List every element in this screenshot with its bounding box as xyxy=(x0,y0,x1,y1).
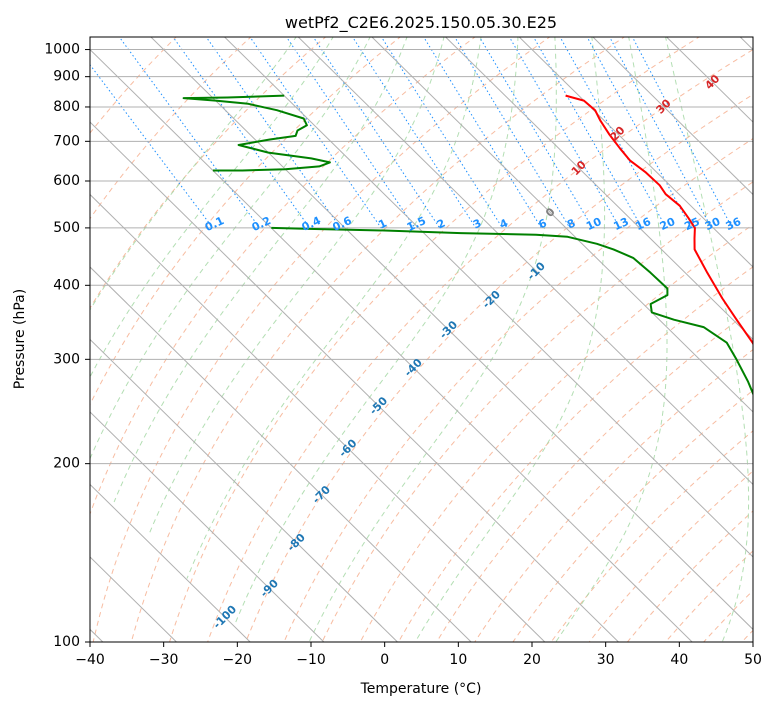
dry-adiabat-line xyxy=(397,266,753,642)
dewpoint-profile-line xyxy=(182,94,331,172)
mixing-ratio-label: 25 xyxy=(682,215,701,233)
y-tick-label: 100 xyxy=(53,634,80,650)
mixing-ratio-label: 10 xyxy=(584,215,604,233)
moist-adiabat-line xyxy=(555,37,668,642)
mixing-ratio-line xyxy=(172,37,311,229)
mixing-ratio-line xyxy=(609,37,712,229)
x-tick-label: −30 xyxy=(149,652,179,668)
isotherm-gridline xyxy=(90,266,472,642)
mixing-ratio-label: 20 xyxy=(658,215,678,233)
mixing-ratio-line xyxy=(249,37,382,229)
x-tick-label: 30 xyxy=(597,652,615,668)
moist-adiabat-line xyxy=(414,37,606,642)
x-tick-label: 40 xyxy=(670,652,688,668)
mixing-ratio-line xyxy=(205,37,341,229)
x-tick-label: −20 xyxy=(223,652,253,668)
x-tick-label: 50 xyxy=(744,652,762,668)
temperature-profile-line xyxy=(565,94,753,346)
dry-adiabat-line xyxy=(245,93,753,642)
dry-adiabat-line xyxy=(92,37,551,642)
isotherm-gridline xyxy=(90,193,546,642)
isotherm-gridline xyxy=(518,37,753,268)
isotherm-gridline xyxy=(90,411,325,642)
mixing-ratio-label: 36 xyxy=(724,215,744,233)
x-tick-label: −40 xyxy=(75,652,105,668)
dry-adiabat-line xyxy=(359,224,753,642)
mixing-ratio-line xyxy=(478,37,593,229)
isotherm-gridline xyxy=(90,338,399,642)
mixing-ratio-line xyxy=(454,37,571,229)
dewpoint-profile-line xyxy=(271,226,753,397)
chart-title: wetPf2_C2E6.2025.150.05.30.E25 xyxy=(285,13,557,33)
mixing-ratio-line xyxy=(559,37,667,229)
dry-adiabat-line xyxy=(130,37,626,642)
x-tick-label: 20 xyxy=(523,652,541,668)
mixing-ratio-line xyxy=(631,37,733,229)
moist-adiabat-line xyxy=(665,37,750,642)
isotherm-gridline xyxy=(444,37,753,341)
y-tick-label: 800 xyxy=(53,99,80,115)
x-tick-label: −10 xyxy=(296,652,326,668)
plot-frame xyxy=(89,36,754,643)
x-tick-label: 10 xyxy=(449,652,467,668)
data-layer xyxy=(182,94,753,397)
y-tick-label: 700 xyxy=(53,133,80,149)
moist-adiabat-line xyxy=(149,37,445,533)
isotherm-gridline xyxy=(297,37,753,486)
mixing-ratio-label: 13 xyxy=(612,215,631,233)
y-tick-label: 600 xyxy=(53,173,80,189)
y-tick-label: 900 xyxy=(53,69,80,85)
moist-adiabat-line xyxy=(113,37,408,503)
moist-adiabat-line xyxy=(308,37,557,642)
y-tick-label: 1000 xyxy=(44,42,80,58)
x-tick-label: 0 xyxy=(380,652,389,668)
mixing-ratio-label: 16 xyxy=(634,215,654,233)
x-axis-label: Temperature (°C) xyxy=(360,681,482,697)
moist-adiabat-line xyxy=(90,37,371,460)
y-tick-label: 500 xyxy=(53,220,80,236)
moist-adiabat-line xyxy=(90,37,297,311)
mixing-ratio-line xyxy=(90,63,214,229)
mixing-ratio-line xyxy=(423,37,542,229)
mixing-ratio-line xyxy=(508,37,621,229)
y-tick-label: 200 xyxy=(53,456,80,472)
isotherm-gridline xyxy=(371,37,753,413)
isotherm-gridline xyxy=(90,121,620,642)
mixing-ratio-label: 30 xyxy=(703,215,723,233)
dry-adiabat-line xyxy=(321,181,753,642)
dry-adiabat-line xyxy=(207,49,753,642)
y-tick-label: 300 xyxy=(53,351,80,367)
isotherm-gridline xyxy=(592,37,753,196)
isotherm-gridline xyxy=(90,48,693,642)
isotherm-gridline xyxy=(150,37,753,631)
moist-adiabat-line xyxy=(186,37,482,579)
isotherm-gridline xyxy=(223,37,753,558)
dry-adiabat-line xyxy=(90,37,327,310)
y-tick-label: 400 xyxy=(53,277,80,293)
moist-adiabat-line xyxy=(234,37,519,625)
tick-layer: −40 −30 −20 −10 0 10 20 30 40 50 100 200 300 400 500 60… xyxy=(44,42,762,668)
mixing-ratio-line xyxy=(285,37,416,229)
isotherm-gridline xyxy=(90,483,251,642)
mixing-ratio-line xyxy=(586,37,692,229)
grid-layer xyxy=(90,37,753,642)
y-axis-label: Pressure (hPa) xyxy=(12,289,28,389)
moist-adiabat-line xyxy=(90,37,334,378)
